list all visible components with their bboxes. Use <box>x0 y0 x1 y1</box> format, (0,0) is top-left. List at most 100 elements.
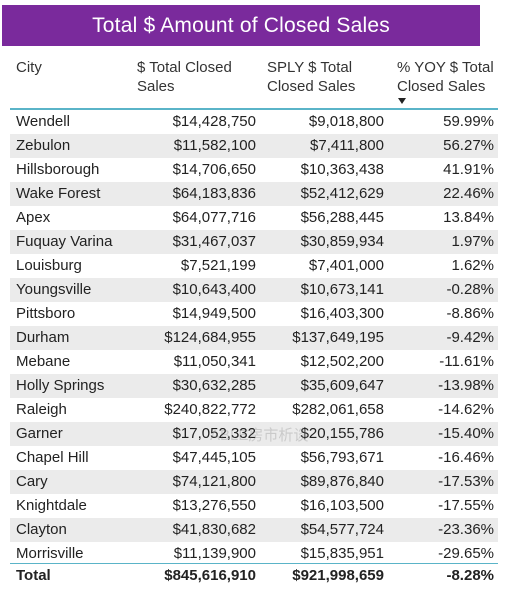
city-cell: Pittsboro <box>16 305 76 322</box>
city-cell: Youngsville <box>16 281 92 298</box>
total-closed-sales-cell: $64,077,716 <box>172 209 256 226</box>
table-row[interactable]: Zebulon $11,582,100 $7,411,800 56.27% <box>10 134 498 158</box>
yoy-percent-cell: -11.61% <box>439 353 494 370</box>
city-cell: Hillsborough <box>16 161 100 178</box>
column-header-total-closed-sales[interactable]: $ Total Closed Sales <box>137 58 257 96</box>
total-label: Total <box>16 567 51 584</box>
city-cell: Garner <box>16 425 63 442</box>
table-header: City $ Total Closed Sales SPLY $ Total C… <box>10 58 500 108</box>
yoy-percent-cell: 22.46% <box>443 185 494 202</box>
sply-closed-sales-cell: $30,859,934 <box>300 233 384 250</box>
total-closed-sales-cell: $17,052,332 <box>172 425 256 442</box>
column-header-yoy-line2: Closed Sales <box>397 78 486 95</box>
total-closed-sales-cell: $14,949,500 <box>172 305 256 322</box>
city-cell: Morrisville <box>16 545 84 562</box>
table-row[interactable]: Garner $17,052,332 $20,155,786 -15.40% <box>10 422 498 446</box>
table-row[interactable]: Durham $124,684,955 $137,649,195 -9.42% <box>10 326 498 350</box>
table-row[interactable]: Youngsville $10,643,400 $10,673,141 -0.2… <box>10 278 498 302</box>
city-cell: Zebulon <box>16 137 71 154</box>
column-header-total-line1: $ Total Closed <box>137 59 232 76</box>
yoy-percent-cell: 1.62% <box>451 257 494 274</box>
table-row[interactable]: Chapel Hill $47,445,105 $56,793,671 -16.… <box>10 446 498 470</box>
yoy-percent-cell: 59.99% <box>443 113 494 130</box>
total-closed-sales-cell: $124,684,955 <box>164 329 256 346</box>
sply-closed-sales-cell: $15,835,951 <box>300 545 384 562</box>
yoy-percent-cell: -13.98% <box>438 377 494 394</box>
table-row[interactable]: Raleigh $240,822,772 $282,061,658 -14.62… <box>10 398 498 422</box>
column-header-sply-total-closed-sales[interactable]: SPLY $ Total Closed Sales <box>267 58 377 96</box>
total-divider <box>10 563 498 564</box>
total-closed-sales-cell: $11,582,100 <box>173 137 256 154</box>
total-closed-sales-cell: $7,521,199 <box>180 257 256 274</box>
column-header-yoy-total-closed-sales[interactable]: % YOY $ Total Closed Sales <box>397 58 500 96</box>
yoy-percent-total: -8.28% <box>446 567 494 584</box>
column-header-sply-line2: Closed Sales <box>267 78 356 95</box>
sply-closed-sales-cell: $10,673,141 <box>300 281 384 298</box>
table-row[interactable]: Fuquay Varina $31,467,037 $30,859,934 1.… <box>10 230 498 254</box>
sply-closed-sales-cell: $9,018,800 <box>308 113 384 130</box>
total-closed-sales-cell: $240,822,772 <box>164 401 256 418</box>
column-header-yoy-line1: % YOY $ Total <box>397 59 494 76</box>
total-closed-sales-cell: $14,706,650 <box>172 161 256 178</box>
yoy-percent-cell: -9.42% <box>446 329 494 346</box>
sply-closed-sales-cell: $16,103,500 <box>300 497 384 514</box>
sply-closed-sales-cell: $35,609,647 <box>300 377 384 394</box>
table-row[interactable]: Wendell $14,428,750 $9,018,800 59.99% <box>10 110 498 134</box>
city-cell: Wake Forest <box>16 185 101 202</box>
sply-closed-sales-cell: $54,577,724 <box>300 521 384 538</box>
table-row[interactable]: Knightdale $13,276,550 $16,103,500 -17.5… <box>10 494 498 518</box>
total-closed-sales-cell: $10,643,400 <box>172 281 256 298</box>
title-bar: Total $ Amount of Closed Sales <box>2 5 480 46</box>
sply-closed-sales-cell: $7,401,000 <box>308 257 384 274</box>
city-cell: Mebane <box>16 353 71 370</box>
sply-closed-sales-cell: $89,876,840 <box>300 473 384 490</box>
sply-closed-sales-sum: $921,998,659 <box>292 567 384 584</box>
table-row[interactable]: Wake Forest $64,183,836 $52,412,629 22.4… <box>10 182 498 206</box>
table-row[interactable]: Apex $64,077,716 $56,288,445 13.84% <box>10 206 498 230</box>
total-closed-sales-cell: $11,050,341 <box>173 353 256 370</box>
table-row[interactable]: Pittsboro $14,949,500 $16,403,300 -8.86% <box>10 302 498 326</box>
sply-closed-sales-cell: $12,502,200 <box>300 353 384 370</box>
column-header-city[interactable]: City <box>16 58 42 77</box>
yoy-percent-cell: -8.86% <box>446 305 494 322</box>
city-cell: Holly Springs <box>16 377 105 394</box>
city-cell: Chapel Hill <box>16 449 89 466</box>
sply-closed-sales-cell: $10,363,438 <box>300 161 384 178</box>
total-closed-sales-cell: $30,632,285 <box>172 377 256 394</box>
total-closed-sales-cell: $64,183,836 <box>172 185 256 202</box>
table-body: Wendell $14,428,750 $9,018,800 59.99% Ze… <box>10 110 498 566</box>
table-total-row: Total $845,616,910 $921,998,659 -8.28% <box>10 564 498 588</box>
table-row[interactable]: Hillsborough $14,706,650 $10,363,438 41.… <box>10 158 498 182</box>
yoy-percent-cell: -14.62% <box>438 401 494 418</box>
city-cell: Durham <box>16 329 70 346</box>
table-row[interactable]: Mebane $11,050,341 $12,502,200 -11.61% <box>10 350 498 374</box>
header-divider <box>10 108 498 110</box>
sort-descending-icon[interactable] <box>398 98 406 104</box>
yoy-percent-cell: 56.27% <box>443 137 494 154</box>
table-row[interactable]: Cary $74,121,800 $89,876,840 -17.53% <box>10 470 498 494</box>
report-title: Total $ Amount of Closed Sales <box>92 13 390 37</box>
city-cell: Cary <box>16 473 48 490</box>
column-header-sply-line1: SPLY $ Total <box>267 59 353 76</box>
table-row[interactable]: Louisburg $7,521,199 $7,401,000 1.62% <box>10 254 498 278</box>
yoy-percent-cell: 1.97% <box>451 233 494 250</box>
total-closed-sales-cell: $13,276,550 <box>172 497 256 514</box>
sply-closed-sales-cell: $16,403,300 <box>300 305 384 322</box>
city-cell: Apex <box>16 209 51 226</box>
sply-closed-sales-cell: $282,061,658 <box>292 401 384 418</box>
sply-closed-sales-cell: $7,411,800 <box>310 137 384 154</box>
total-closed-sales-cell: $47,445,105 <box>172 449 256 466</box>
table-row[interactable]: Clayton $41,830,682 $54,577,724 -23.36% <box>10 518 498 542</box>
total-closed-sales-cell: $41,830,682 <box>172 521 256 538</box>
yoy-percent-cell: -15.40% <box>438 425 494 442</box>
total-closed-sales-sum: $845,616,910 <box>164 567 256 584</box>
yoy-percent-cell: -17.55% <box>438 497 494 514</box>
table-row[interactable]: Holly Springs $30,632,285 $35,609,647 -1… <box>10 374 498 398</box>
yoy-percent-cell: -16.46% <box>438 449 494 466</box>
city-cell: Louisburg <box>16 257 82 274</box>
table-row[interactable]: Morrisville $11,139,900 $15,835,951 -29.… <box>10 542 498 566</box>
yoy-percent-cell: -29.65% <box>438 545 494 562</box>
city-cell: Wendell <box>16 113 70 130</box>
total-closed-sales-cell: $11,139,900 <box>173 545 256 562</box>
